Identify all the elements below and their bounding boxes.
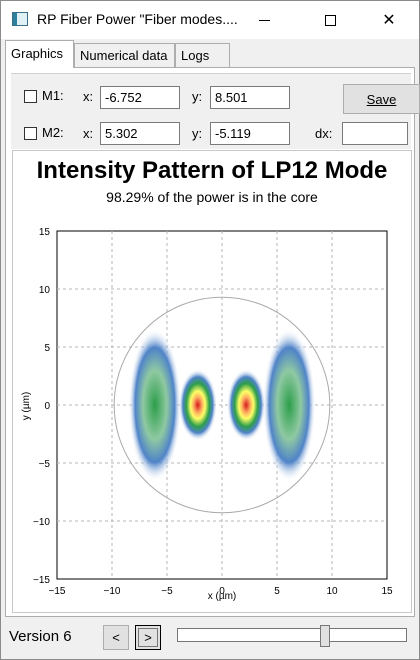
m2-y-field[interactable]: -5.119 [210, 122, 290, 145]
marker-controls: M1: x: -6.752 y: 8.501 M2: x: 5.302 y: -… [11, 73, 420, 149]
version-slider[interactable] [177, 625, 407, 650]
tab-graphics[interactable]: Graphics [5, 40, 74, 68]
core-boundary [113, 296, 331, 514]
tab-numerical-data[interactable]: Numerical data [74, 43, 175, 67]
minimize-button[interactable] [241, 1, 287, 39]
tab-logs[interactable]: Logs [175, 43, 230, 67]
m2-x-label: x: [83, 126, 94, 141]
close-icon: ✕ [382, 12, 396, 29]
x-tick-label: 0 [219, 586, 225, 597]
intensity-chart: −15 −10 −5 0 5 10 15 15 10 5 0 −5 −10 −15 x (µm) y (… [21, 227, 393, 602]
minimize-icon [258, 19, 270, 21]
save-button-label: Save [366, 91, 397, 107]
x-tick-label: 5 [274, 586, 280, 597]
m1-x-label: x: [83, 89, 94, 104]
tab-strip: Graphics Numerical data Logs [5, 40, 415, 68]
x-tick-label: 10 [326, 586, 338, 597]
x-axis-label: x (µm) [208, 591, 237, 602]
dx-label: dx: [315, 126, 333, 141]
slider-thumb[interactable] [320, 625, 330, 647]
dx-field[interactable] [342, 122, 408, 145]
plot-area: Intensity Pattern of LP12 Mode 98.29% of… [12, 150, 412, 613]
y-tick-label: 15 [39, 227, 51, 238]
outer-right-lobe [262, 328, 316, 482]
window-title: RP Fiber Power "Fiber modes.... [37, 11, 238, 27]
y-axis-ticks: 15 10 5 0 −5 −10 −15 [33, 227, 50, 586]
x-tick-label: 15 [381, 586, 393, 597]
slider-track[interactable] [177, 628, 407, 642]
y-tick-label: −15 [33, 575, 50, 586]
chart-title: Intensity Pattern of LP12 Mode [36, 157, 388, 184]
y-axis-label: y (µm) [21, 392, 32, 421]
next-arrow-icon: > [144, 630, 152, 645]
m2-y-label: y: [192, 126, 203, 141]
status-bar: Version 6 < > [1, 619, 419, 659]
m2-label: M2: [42, 125, 64, 140]
m1-y-field[interactable]: 8.501 [210, 86, 290, 109]
x-axis-ticks: −15 −10 −5 0 5 10 15 [49, 586, 393, 597]
m1-y-label: y: [192, 89, 203, 104]
grid-lines [57, 231, 387, 579]
chart-subtitle: 98.29% of the power is in the core [106, 189, 318, 205]
y-tick-label: 10 [39, 285, 51, 296]
version-label: Version 6 [9, 628, 72, 645]
outer-left-lobe [128, 328, 182, 482]
previous-button[interactable]: < [103, 625, 129, 650]
graphics-panel: M1: x: -6.752 y: 8.501 M2: x: 5.302 y: -… [5, 67, 420, 617]
save-button[interactable]: Save [343, 84, 420, 114]
maximize-icon [324, 14, 336, 26]
y-tick-label: −5 [39, 459, 51, 470]
y-tick-label: 5 [44, 343, 50, 354]
y-tick-label: 0 [44, 401, 50, 412]
inner-left-lobe [178, 369, 218, 441]
x-tick-label: −10 [104, 586, 121, 597]
m1-checkbox[interactable] [24, 90, 37, 103]
x-tick-label: −5 [161, 586, 173, 597]
title-bar[interactable]: RP Fiber Power "Fiber modes.... ✕ [1, 1, 419, 39]
inner-right-lobe [226, 369, 266, 441]
maximize-button[interactable] [307, 1, 353, 39]
m1-x-field[interactable]: -6.752 [100, 86, 180, 109]
y-tick-label: −10 [33, 517, 50, 528]
x-tick-label: −15 [49, 586, 66, 597]
previous-arrow-icon: < [112, 630, 120, 645]
m2-x-field[interactable]: 5.302 [100, 122, 180, 145]
m2-checkbox[interactable] [24, 127, 37, 140]
close-button[interactable]: ✕ [366, 1, 412, 39]
next-button[interactable]: > [135, 625, 161, 650]
m1-label: M1: [42, 88, 64, 103]
fiber-power-icon [12, 12, 28, 26]
